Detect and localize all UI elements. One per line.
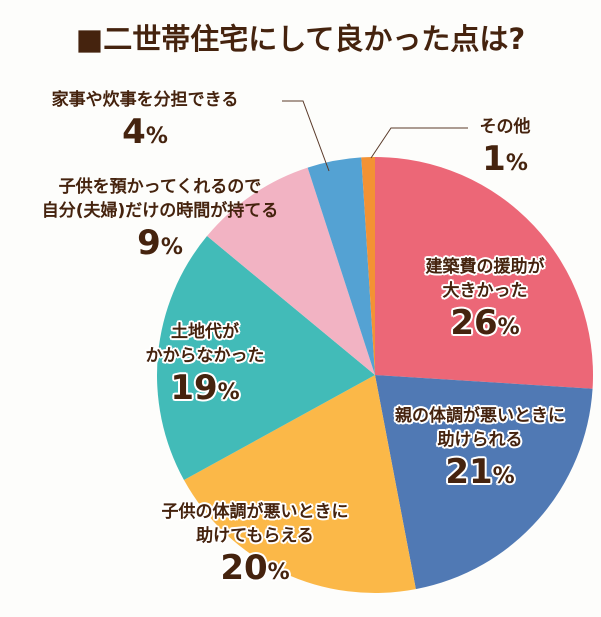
slice-construction-aid xyxy=(375,157,594,389)
label-land-cost: 土地代が かからなかった 19% xyxy=(145,322,265,408)
label-housework: 家事や炊事を分担できる 4% xyxy=(51,90,239,152)
label-construction-aid: 建築費の援助が 大きかった 26% xyxy=(425,257,545,343)
label-children-sick: 子供の体調が悪いときに 助けてもらえる 20% xyxy=(161,502,349,588)
label-childcare-time: 子供を預かってくれるので 自分(夫婦)だけの時間が持てる 9% xyxy=(41,177,279,263)
slice-other xyxy=(361,157,375,375)
slice-housework xyxy=(307,157,375,375)
leader-line-other xyxy=(370,127,468,159)
slice-land-cost xyxy=(157,236,375,481)
slice-children-sick xyxy=(183,375,416,594)
leader-line-housework xyxy=(282,100,330,172)
slice-childcare-time xyxy=(207,167,375,375)
chart-title: ■二世帯住宅にして良かった点は? xyxy=(75,22,526,56)
label-parents-sick: 親の体調が悪いときに 助けられる 21% xyxy=(395,406,565,492)
label-other: その他 1% xyxy=(479,117,531,179)
slice-parents-sick xyxy=(375,375,593,590)
